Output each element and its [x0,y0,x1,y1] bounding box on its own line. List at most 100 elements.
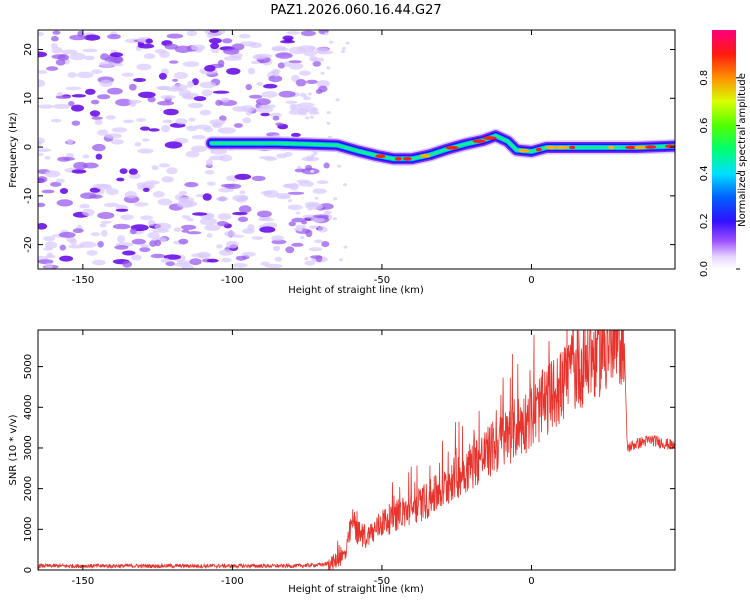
noise-blob [65,153,74,158]
noise-blob [298,181,315,187]
noise-blob [191,135,206,140]
noise-blob [86,250,98,256]
noise-dot [345,41,350,45]
noise-blob [216,30,226,35]
noise-blob [298,102,315,108]
noise-blob [128,168,138,175]
noise-dot [307,184,312,187]
noise-blob [138,91,156,99]
noise-blob [107,87,123,95]
noise-blob [158,163,171,168]
noise-blob [306,79,318,84]
noise-blob [117,235,126,243]
noise-blob [85,88,96,95]
noise-dot [308,92,312,96]
noise-blob [283,61,291,67]
noise-blob [289,103,296,111]
noise-blob [79,203,90,209]
noise-blob [112,223,131,230]
noise-blob [271,45,286,51]
noise-blob [92,183,111,189]
noise-blob [41,189,55,194]
noise-blob [71,120,81,126]
colorbar-label: Normalized spectral amplitude [737,73,748,227]
noise-blob [38,148,52,152]
noise-blob [83,34,101,41]
noise-dot [339,258,344,262]
snr-x-tick-label: 0 [528,576,534,587]
noise-blob [161,124,170,133]
noise-blob [59,255,74,262]
noise-blob [97,129,108,136]
noise-blob [58,231,76,238]
noise-blob [184,181,199,188]
noise-blob [283,152,293,157]
noise-blob [192,212,208,216]
noise-blob [163,108,179,116]
noise-blob [187,80,194,88]
noise-blob [251,175,266,182]
noise-blob [297,107,309,114]
noise-blob [308,46,316,50]
noise-blob [310,107,319,113]
snr-y-tick-label: 3000 [23,435,34,460]
spectrogram-signal-ridge [204,128,675,166]
noise-blob [238,205,252,213]
noise-blob [129,228,137,235]
snr-y-label: SNR (10 * v/v) [8,414,19,485]
noise-blob [91,69,103,74]
noise-blob [308,225,319,229]
noise-blob [208,38,222,44]
noise-blob [152,191,165,198]
noise-blob [136,63,152,71]
noise-blob [182,215,190,219]
noise-blob [238,34,251,39]
noise-dot [309,115,314,119]
noise-blob [38,51,48,58]
noise-blob [272,115,280,121]
noise-blob [51,47,63,54]
noise-blob [137,148,154,154]
noise-blob [302,214,317,219]
noise-blob [260,112,270,117]
noise-blob [232,263,248,268]
noise-dot [335,98,340,102]
noise-dot [296,211,301,215]
noise-blob [191,44,206,51]
noise-blob [197,251,211,259]
spectrogram-y-tick-label: 20 [23,43,34,56]
ridge-hotspot [375,154,386,158]
noise-blob [204,170,215,175]
ridge-hotspot [419,154,431,158]
noise-blob [223,48,240,55]
noise-blob [158,72,167,80]
noise-blob [275,52,293,59]
noise-blob [173,262,192,267]
noise-blob [201,89,213,97]
noise-blob [68,244,85,249]
noise-blob [288,60,302,64]
noise-blob [216,244,223,249]
noise-blob [301,156,320,162]
noise-blob [114,245,129,250]
noise-dot [320,71,325,75]
ridge-hotspot [555,145,569,150]
noise-blob [38,176,48,183]
noise-blob [53,103,71,109]
ridge-hotspot [535,147,543,152]
noise-blob [161,176,174,183]
noise-blob [145,38,153,44]
noise-blob [317,226,328,233]
noise-blob [190,145,207,153]
colorbar-tick-label: 0.6 [699,118,710,134]
noise-blob [308,247,323,252]
noise-blob [278,90,296,98]
noise-blob [81,208,95,217]
noise-blob [160,95,176,100]
ridge-hotspot [544,145,559,150]
noise-blob [321,241,330,248]
noise-blob [80,192,97,199]
noise-blob [263,83,278,89]
noise-blob [221,183,235,188]
